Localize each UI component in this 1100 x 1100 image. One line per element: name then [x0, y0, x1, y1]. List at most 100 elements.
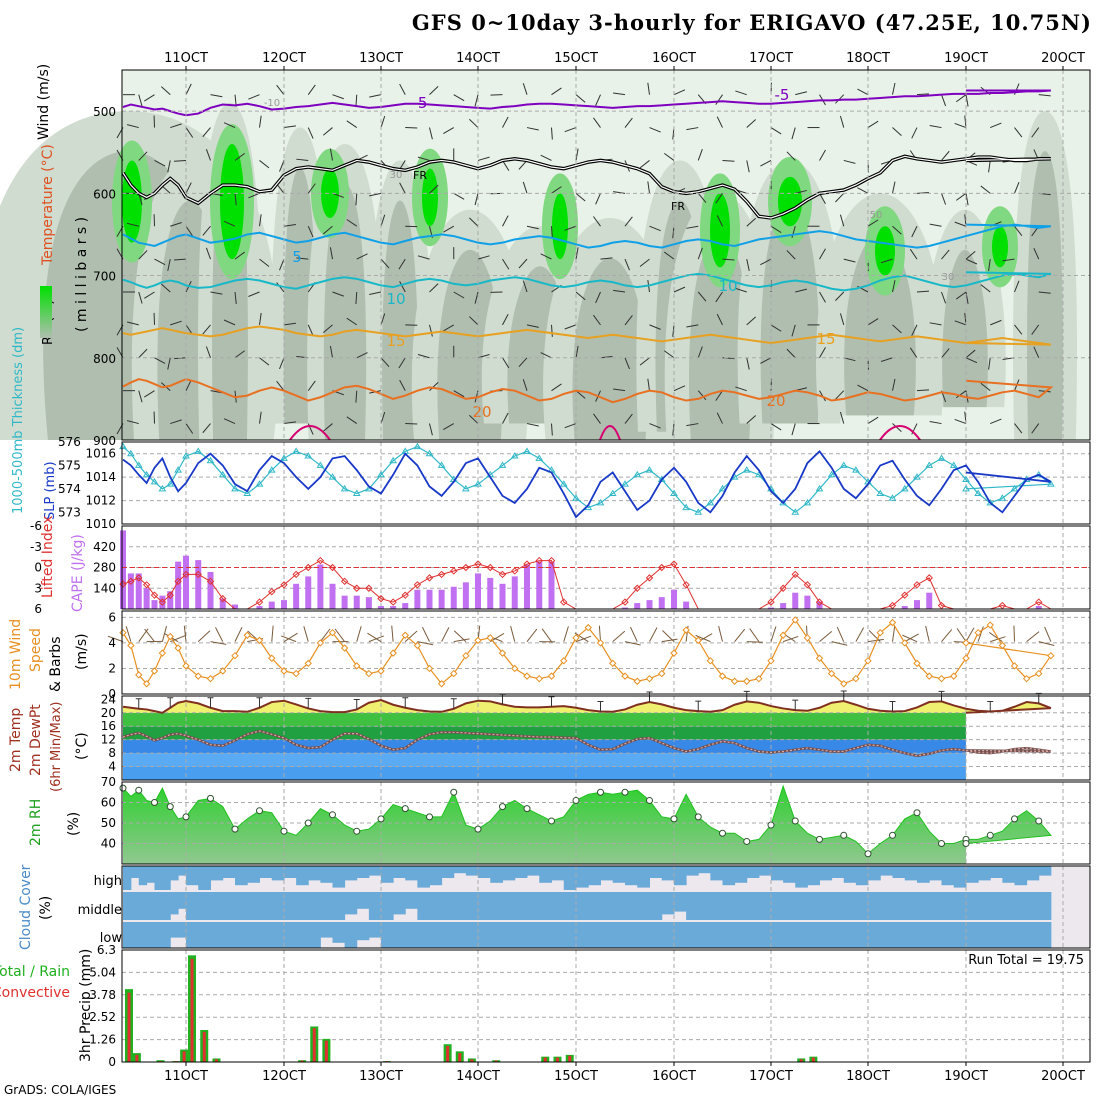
cloud-cell: [1002, 892, 1015, 920]
cape-bar: [127, 573, 134, 609]
date-label-top: 16OCT: [652, 51, 696, 66]
wind-barb: [929, 124, 942, 129]
cloud-cell: [917, 922, 930, 948]
cloud-cell: [222, 892, 236, 920]
wind-barb: [735, 90, 747, 96]
thickness-point: [986, 498, 995, 506]
wind-barb: [1031, 423, 1040, 434]
y-tick-label: 900: [93, 434, 116, 448]
wind-barb: [941, 291, 947, 304]
wind-barb: [593, 216, 601, 227]
cape-bar: [195, 560, 202, 609]
temp-tick: 24: [101, 692, 116, 706]
wind-barb: [223, 220, 236, 227]
wind-barb: [283, 125, 296, 129]
thickness-point: [962, 475, 970, 482]
cloud-cell: [441, 892, 455, 920]
wind-barb: [941, 348, 950, 359]
wind-barb: [786, 250, 796, 260]
wind-barb: [526, 324, 539, 328]
lifted-index-point: [280, 581, 288, 589]
rh-contour-bright: [220, 144, 244, 260]
lifted-index-point: [486, 563, 494, 572]
lifted-index-point: [340, 577, 349, 586]
wind10-barb: [734, 628, 746, 642]
wind-barb: [223, 122, 236, 129]
ylabel-precip-conv: Convective: [0, 985, 70, 1001]
cloud-level-low: low: [100, 931, 123, 946]
cloud-cell: [130, 922, 140, 948]
wind10-point: [437, 680, 446, 688]
wind-barb: [502, 215, 509, 227]
wind-barb: [624, 258, 630, 271]
wind10-barb: [144, 628, 155, 642]
wind-barb: [138, 151, 148, 161]
wind10-point: [425, 664, 434, 673]
temp-minmax-bar: [167, 697, 174, 708]
contour-label: 10: [718, 277, 737, 295]
cloud-cell: [722, 866, 736, 886]
wind10-point: [166, 632, 174, 641]
date-label-bottom: 15OCT: [554, 1069, 598, 1084]
cloud-cell: [186, 892, 199, 920]
wind10-point: [268, 654, 276, 662]
rh2m-point: [840, 831, 848, 839]
wind10-point: [365, 669, 373, 678]
wind-barb: [307, 324, 314, 337]
wind-barb: [248, 291, 260, 297]
wind-barb: [346, 219, 358, 227]
thickness-point: [328, 473, 337, 480]
wind-barb: [964, 115, 967, 128]
wind-barb: [911, 226, 918, 238]
wind10-barb: [417, 641, 434, 646]
thickness-point: [633, 470, 642, 478]
cloud-frame: [121, 865, 1091, 949]
wind-barb: [346, 416, 358, 424]
rh2m-point: [426, 813, 433, 821]
wind-barb: [202, 423, 211, 434]
cape-bar: [683, 601, 690, 609]
wind-barb: [746, 415, 757, 424]
cloud-cell: [259, 892, 273, 920]
cloud-cell: [686, 866, 699, 876]
cloud-cell: [966, 922, 979, 948]
cloud-cell: [502, 866, 516, 881]
wind-barb: [965, 357, 978, 364]
rh2m-point: [377, 815, 385, 823]
lifted-index-point: [913, 581, 921, 589]
lifted-index-point: [498, 570, 507, 579]
wind-barb: [770, 127, 782, 135]
date-label-bottom: 14OCT: [456, 1069, 500, 1084]
wind-barb: [443, 324, 455, 332]
rh-contour-bright: [778, 176, 802, 227]
contour-label: 50: [870, 210, 883, 221]
cloud-cell: [734, 892, 748, 920]
wind-barb: [279, 160, 285, 172]
precip-conv-bar: [470, 1059, 474, 1062]
wind-barb: [474, 291, 479, 304]
thickness-point: [670, 489, 678, 497]
wind-barb: [867, 120, 879, 128]
wind-barb: [144, 291, 155, 299]
wind-barb: [443, 127, 455, 134]
cloud-cell: [563, 866, 577, 890]
wind10-barb: [281, 635, 297, 643]
wind10-barb: [441, 627, 450, 642]
wind-barb: [540, 154, 552, 161]
cloud-cell: [320, 866, 333, 883]
wind-barb: [173, 159, 187, 162]
thickness-point: [461, 484, 470, 492]
date-label-bottom: 13OCT: [359, 1069, 403, 1084]
rh2m-point: [474, 825, 482, 833]
wind-barb: [909, 248, 918, 260]
wind-barb: [469, 217, 479, 227]
wind10-barb: [422, 627, 430, 642]
cape-bar: [768, 607, 774, 609]
cape-bar: [524, 564, 530, 609]
cape-bar: [499, 583, 506, 609]
wind-barb: [624, 413, 633, 424]
cloud-cell: [284, 866, 297, 878]
wind10-point: [462, 651, 470, 660]
temp-minmax-bar: [1035, 692, 1042, 704]
cloud-cell: [1026, 892, 1040, 920]
